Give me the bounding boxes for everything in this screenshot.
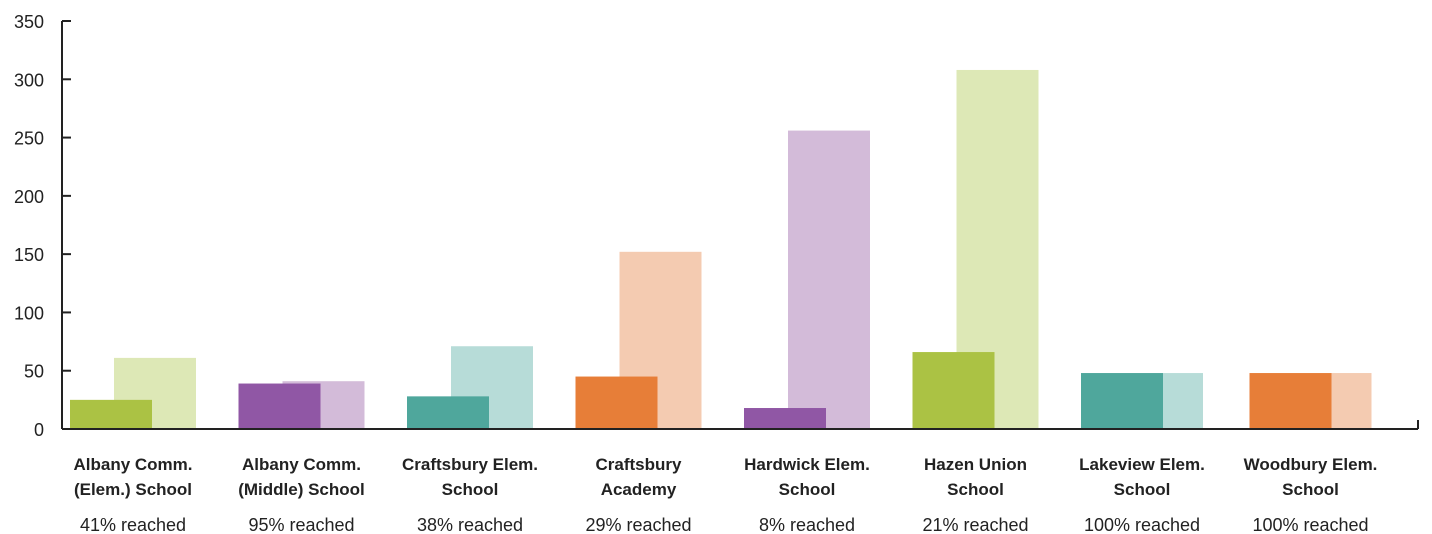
bars	[70, 69, 1372, 430]
bar-reached	[744, 408, 826, 429]
category-label-line2: Academy	[601, 480, 677, 499]
reached-label: 38% reached	[417, 515, 523, 534]
category-label-line2: School	[779, 480, 836, 499]
reached-label: 100% reached	[1252, 515, 1368, 534]
y-tick-label: 0	[34, 420, 44, 440]
bar-total	[788, 130, 870, 429]
reached-label: 41% reached	[80, 515, 186, 534]
category-label-line2: School	[1114, 480, 1171, 499]
category-label-line1: Hardwick Elem.	[744, 455, 870, 474]
y-tick-label: 350	[14, 12, 44, 32]
category-label-line1: Albany Comm.	[73, 455, 192, 474]
bar-reached	[70, 399, 152, 429]
y-tick-label: 300	[14, 70, 44, 90]
x-axis	[62, 420, 1419, 430]
category-label-line1: Albany Comm.	[242, 455, 361, 474]
category-label-line1: Woodbury Elem.	[1244, 455, 1378, 474]
y-tick-label: 250	[14, 129, 44, 149]
reached-label: 29% reached	[585, 515, 691, 534]
bar-reached	[1249, 373, 1332, 429]
category-label-line1: Lakeview Elem.	[1079, 455, 1205, 474]
category-labels: Albany Comm. (Elem.) School 41% reached Alb…	[73, 455, 1377, 534]
bar-total	[1331, 373, 1372, 429]
bar-reached	[912, 352, 995, 429]
reached-label: 21% reached	[922, 515, 1028, 534]
y-tick-label: 50	[24, 362, 44, 382]
y-tick-label: 200	[14, 187, 44, 207]
category-label-line2: School	[442, 480, 499, 499]
category-label-line1: Craftsbury Elem.	[402, 455, 538, 474]
category-label-line1: Hazen Union	[924, 455, 1027, 474]
y-tick-label: 100	[14, 303, 44, 323]
reached-label: 8% reached	[759, 515, 855, 534]
y-tick-label: 150	[14, 245, 44, 265]
category-label-line2: School	[1282, 480, 1339, 499]
category-label-line2: (Elem.) School	[74, 480, 192, 499]
y-axis: 0 50 100 150 200 250 300 350	[14, 12, 71, 440]
bar-reached	[575, 376, 658, 429]
reached-label: 100% reached	[1084, 515, 1200, 534]
category-label-line1: Craftsbury	[596, 455, 683, 474]
reached-label: 95% reached	[248, 515, 354, 534]
bar-reached	[238, 383, 321, 429]
bar-total	[1163, 373, 1203, 429]
category-label-line2: School	[947, 480, 1004, 499]
bar-reached	[407, 396, 489, 429]
bar-reached	[1081, 373, 1163, 429]
category-label-line2: (Middle) School	[238, 480, 365, 499]
